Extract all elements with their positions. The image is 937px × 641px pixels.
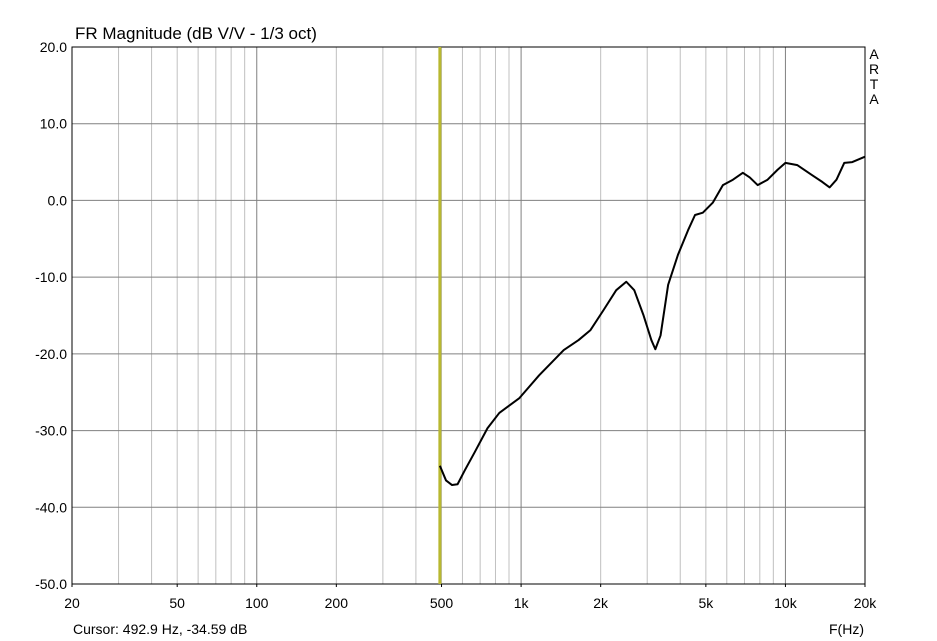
y-tick-label: 20.0 bbox=[40, 39, 67, 55]
x-tick-label: 1k bbox=[514, 595, 530, 611]
x-tick-label: 20 bbox=[64, 595, 80, 611]
y-tick-label: -20.0 bbox=[35, 346, 67, 362]
y-tick-label: -50.0 bbox=[35, 576, 67, 592]
x-tick-label: 50 bbox=[169, 595, 185, 611]
x-tick-label: 500 bbox=[430, 595, 454, 611]
watermark: ARTA bbox=[869, 46, 880, 107]
fr-curve bbox=[438, 155, 866, 487]
cursor-readout: Cursor: 492.9 Hz, -34.59 dB bbox=[73, 621, 247, 637]
x-tick-label: 10k bbox=[774, 595, 798, 611]
y-tick-label: -30.0 bbox=[35, 423, 67, 439]
plot-frame bbox=[71, 46, 866, 585]
x-tick-label: 2k bbox=[593, 595, 609, 611]
y-tick-label: -40.0 bbox=[35, 499, 67, 515]
x-axis-label: F(Hz) bbox=[829, 621, 864, 637]
y-tick-label: 0.0 bbox=[48, 192, 68, 208]
x-tick-label: 20k bbox=[854, 595, 878, 611]
chart-title: FR Magnitude (dB V/V - 1/3 oct) bbox=[75, 24, 317, 43]
y-tick-label: 10.0 bbox=[40, 116, 67, 132]
y-tick-label: -10.0 bbox=[35, 269, 67, 285]
x-tick-label: 200 bbox=[325, 595, 349, 611]
x-tick-label: 100 bbox=[245, 595, 269, 611]
x-tick-label: 5k bbox=[698, 595, 714, 611]
